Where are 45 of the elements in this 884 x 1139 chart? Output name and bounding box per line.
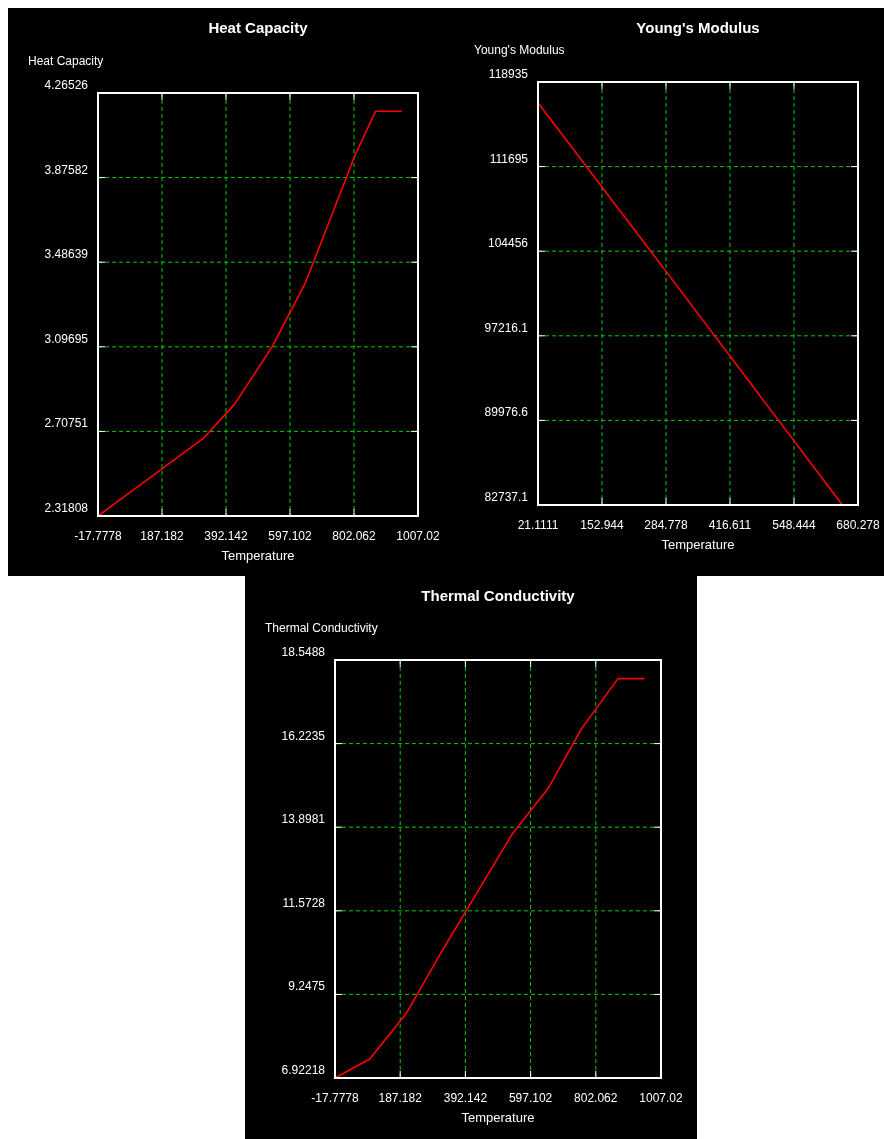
x-tick-label: 21.1111 — [517, 518, 559, 532]
y-tick-label: 11.5728 — [282, 895, 326, 910]
y-tick-label: 2.70751 — [44, 416, 89, 431]
x-tick-label: 187.182 — [378, 1091, 423, 1105]
y-tick-label: 118935 — [488, 67, 529, 81]
y-tick-label: 18.5488 — [281, 645, 326, 659]
x-tick-label: 392.142 — [204, 529, 249, 543]
y-tick-label: 82737.1 — [484, 490, 529, 504]
chart-title: Young's Modulus — [636, 19, 760, 36]
y-tick-label: 3.87582 — [44, 162, 89, 177]
x-axis-title: Temperature — [661, 537, 735, 552]
y-tick-label: 3.48639 — [44, 247, 89, 262]
chart-title: Heat Capacity — [208, 19, 309, 36]
x-tick-label: 802.062 — [332, 529, 377, 543]
x-axis-title: Temperature — [461, 1110, 535, 1125]
y-tick-label: 13.8981 — [281, 812, 326, 827]
chart-title: Thermal Conductivity — [421, 587, 576, 604]
x-tick-label: 802.062 — [574, 1091, 618, 1105]
y-axis-title: Heat Capacity — [28, 54, 104, 68]
x-tick-label: -17.7778 — [74, 529, 123, 543]
x-tick-label: 597.102 — [268, 529, 313, 543]
y-tick-label: 97216.1 — [484, 320, 529, 335]
y-axis-title: Young's Modulus — [474, 43, 565, 57]
y-tick-label: 3.09695 — [44, 331, 89, 346]
x-tick-label: 187.182 — [140, 529, 185, 543]
y-tick-label: 89976.6 — [484, 405, 529, 420]
y-tick-label: 9.2475 — [288, 979, 326, 994]
x-axis-title: Temperature — [221, 548, 295, 563]
y-tick-label: 104456 — [487, 236, 529, 251]
y-tick-label: 16.2235 — [281, 728, 326, 743]
x-tick-label: 152.944 — [580, 518, 625, 532]
x-tick-label: 1007.02 — [639, 1091, 684, 1105]
x-tick-label: 392.142 — [443, 1091, 488, 1105]
x-tick-label: 680.278 — [836, 518, 881, 532]
y-tick-label: 111695 — [489, 151, 529, 166]
x-tick-label: -17.7778 — [311, 1091, 360, 1105]
y-axis-title: Thermal Conductivity — [265, 621, 378, 635]
x-tick-label: 548.444 — [772, 518, 817, 532]
x-tick-label: 284.778 — [644, 518, 689, 532]
x-tick-label: 416.611 — [708, 518, 752, 532]
x-tick-label: 1007.02 — [396, 529, 441, 543]
y-tick-label: 2.31808 — [44, 501, 89, 515]
y-tick-label: 6.92218 — [281, 1063, 326, 1077]
x-tick-label: 597.102 — [508, 1091, 553, 1105]
y-tick-label: 4.26526 — [44, 78, 89, 92]
